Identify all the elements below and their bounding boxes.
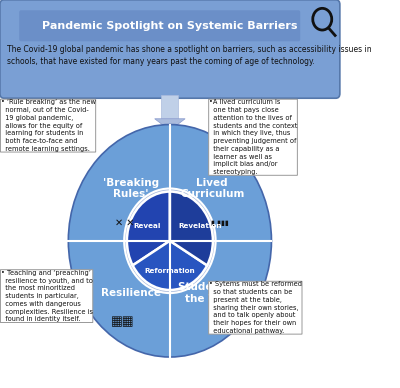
FancyBboxPatch shape bbox=[19, 10, 300, 41]
Text: ▮ ▮▮▮: ▮ ▮▮▮ bbox=[211, 220, 229, 226]
Circle shape bbox=[68, 125, 272, 357]
Polygon shape bbox=[155, 119, 185, 130]
Text: ✕ ✕: ✕ ✕ bbox=[114, 218, 134, 229]
Text: • Teaching and ‘preaching’
  resilience to youth, and to
  the most minoritized
: • Teaching and ‘preaching’ resilience to… bbox=[1, 270, 93, 322]
FancyBboxPatch shape bbox=[0, 0, 340, 98]
Text: • Sytems must be reformed
  so that students can be
  present at the table,
  sh: • Sytems must be reformed so that studen… bbox=[209, 281, 302, 334]
Text: The Covid-19 global pandemic has shone a spotlight on barriers, such as accessib: The Covid-19 global pandemic has shone a… bbox=[7, 45, 372, 66]
Text: Pandemic Spotlight on Systemic Barriers: Pandemic Spotlight on Systemic Barriers bbox=[42, 21, 298, 31]
FancyBboxPatch shape bbox=[162, 95, 178, 119]
Text: • ‘Rule breaking’ as the new
  normal, out of the Covid-
  19 global pandemic,
 : • ‘Rule breaking’ as the new normal, out… bbox=[1, 99, 96, 152]
Circle shape bbox=[124, 189, 216, 293]
Text: Resilience: Resilience bbox=[101, 288, 161, 298]
Text: ▦▦: ▦▦ bbox=[111, 316, 134, 329]
Text: Students at
the Table: Students at the Table bbox=[178, 282, 246, 304]
Wedge shape bbox=[127, 192, 170, 265]
Text: ✳: ✳ bbox=[210, 313, 224, 331]
Text: Reveal: Reveal bbox=[133, 223, 161, 229]
Text: Revelation: Revelation bbox=[178, 223, 221, 229]
Text: Reformation: Reformation bbox=[144, 268, 195, 274]
Text: Lived
Curriculum: Lived Curriculum bbox=[180, 178, 244, 199]
Wedge shape bbox=[170, 192, 213, 265]
Text: •A lived curriculum is
  one that pays close
  attention to the lives of
  stude: •A lived curriculum is one that pays clo… bbox=[209, 99, 297, 175]
Text: 'Breaking
Rules': 'Breaking Rules' bbox=[103, 178, 159, 199]
Wedge shape bbox=[133, 241, 207, 290]
